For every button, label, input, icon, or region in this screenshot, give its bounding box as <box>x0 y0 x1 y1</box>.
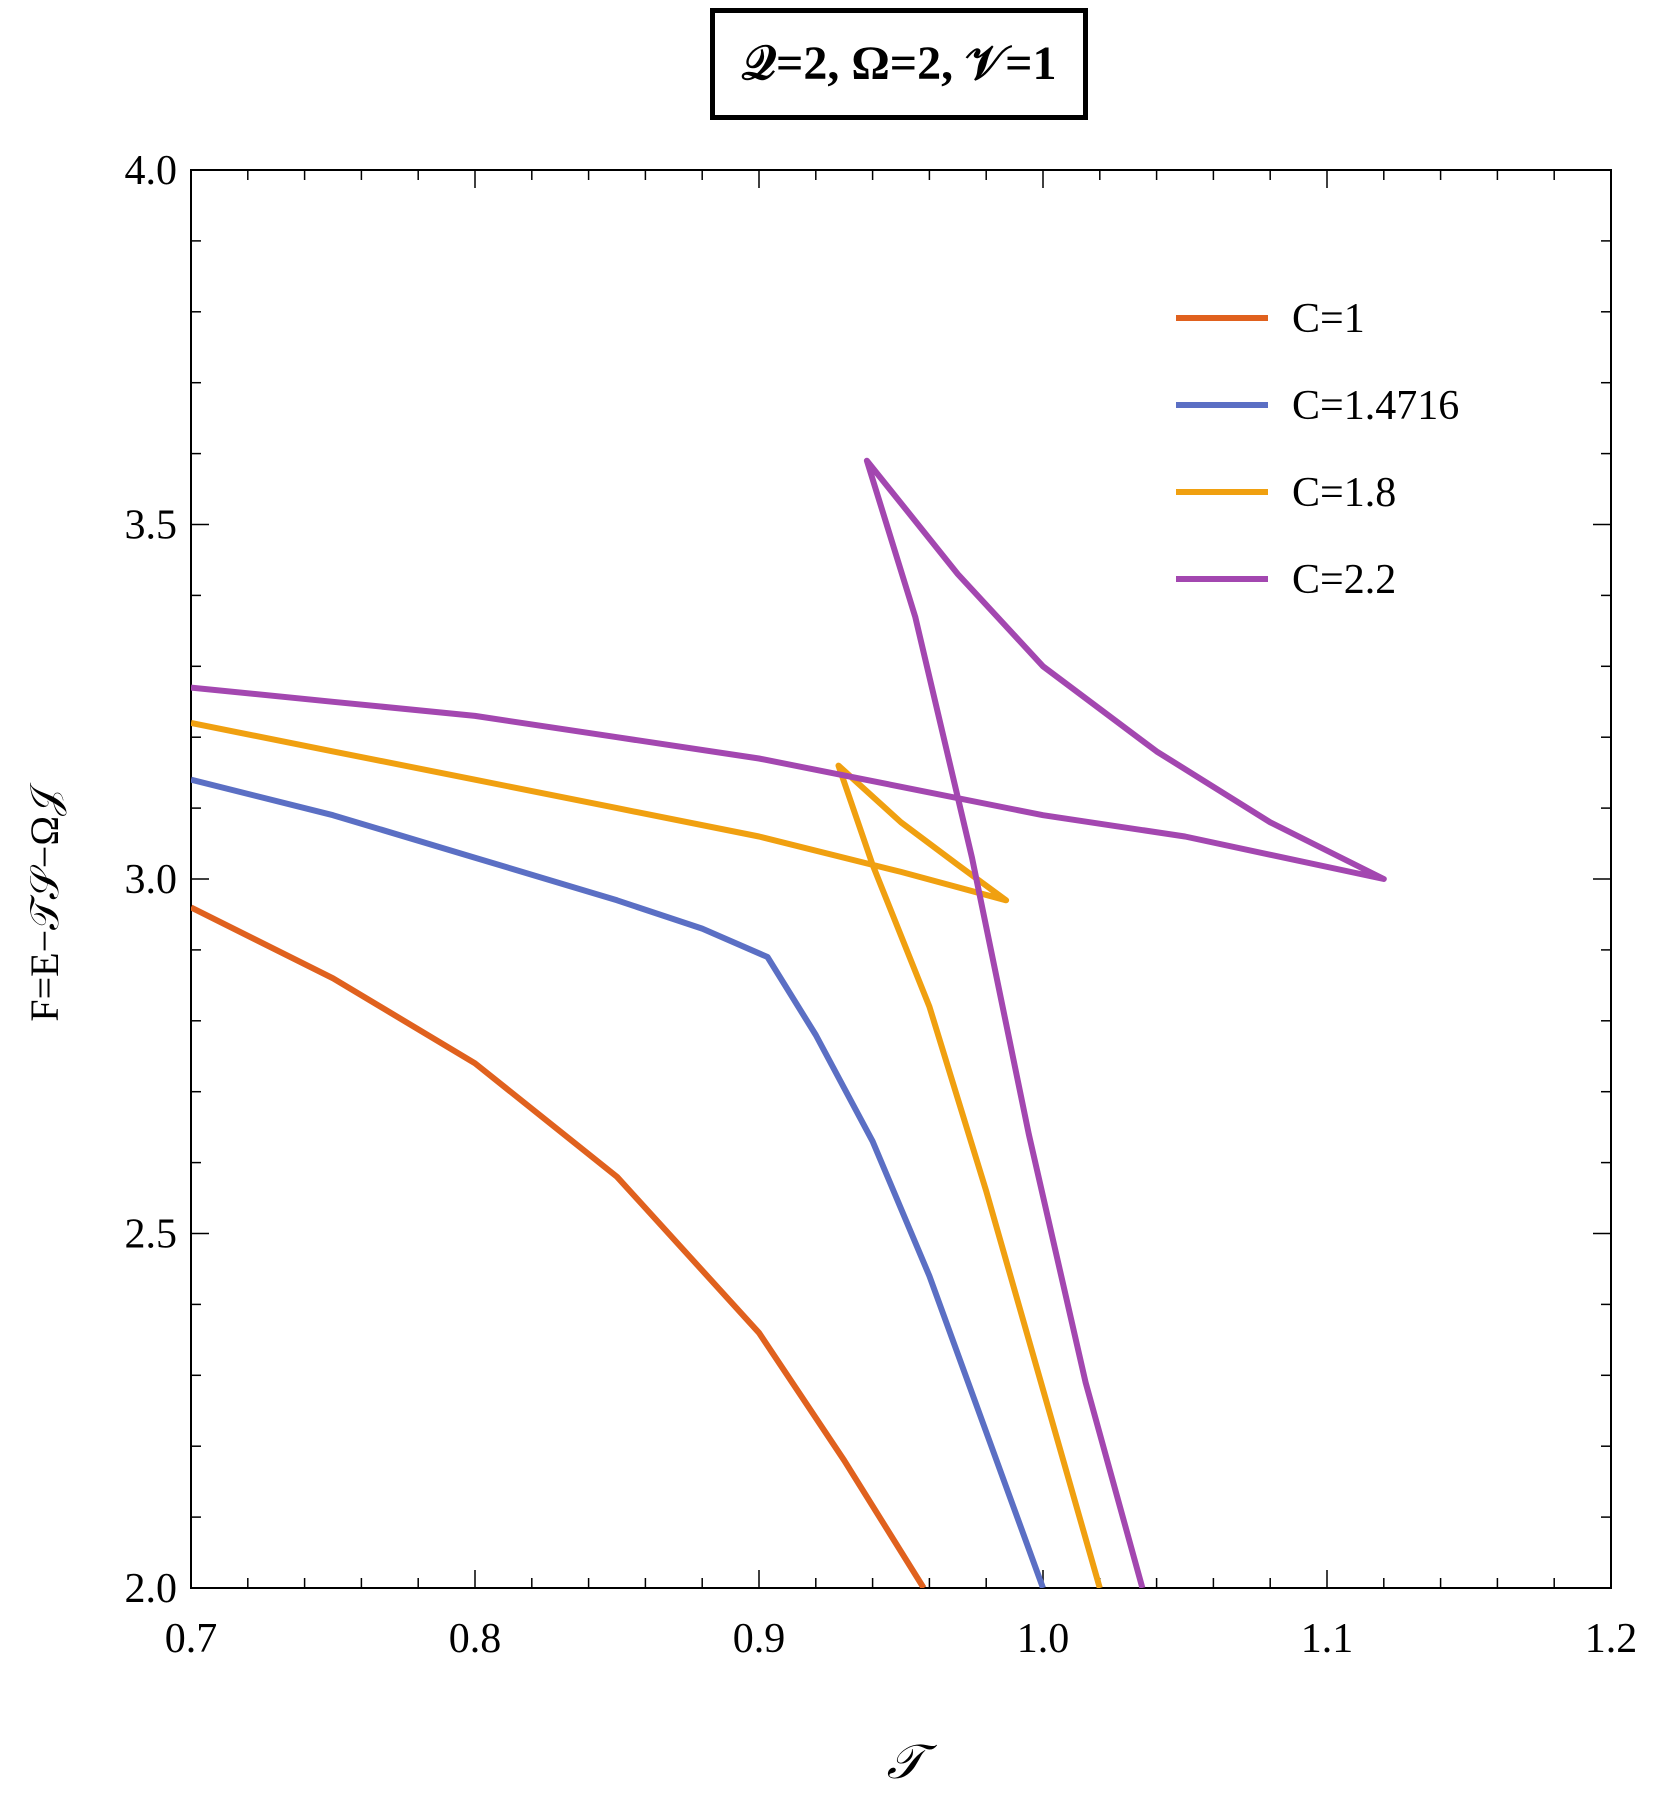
y-tick-label: 3.0 <box>125 857 178 903</box>
x-tick-label: 1.2 <box>1585 1616 1638 1662</box>
x-tick-label: 1.1 <box>1301 1616 1354 1662</box>
legend-label-2: C=1.4716 <box>1292 383 1459 429</box>
y-tick-label: 4.0 <box>125 148 178 194</box>
chart-title-box: 𝒬=2, Ω=2, 𝒱=1 <box>710 8 1088 120</box>
series-line-4 <box>191 457 1387 1588</box>
chart-title: 𝒬=2, Ω=2, 𝒱=1 <box>741 37 1057 90</box>
legend-label-3: C=1.8 <box>1292 470 1396 516</box>
x-tick-label: 0.7 <box>165 1616 218 1662</box>
tick-labels: 0.7 0.8 0.9 1.0 1.1 1.2 2.0 2.5 3.0 3.5 4.0 <box>125 148 1638 1662</box>
legend-label-4: C=2.2 <box>1292 557 1396 603</box>
series-line-1 <box>191 904 927 1588</box>
x-axis-label: 𝒯 <box>887 1736 938 1789</box>
axis-ticks <box>190 169 1612 1589</box>
legend-label-1: C=1 <box>1292 296 1365 342</box>
y-axis-label: F=E−𝒯𝒮−Ω𝒥 <box>22 782 67 1022</box>
y-tick-label: 2.5 <box>125 1212 178 1258</box>
series-line-3 <box>191 720 1103 1588</box>
x-tick-label: 0.8 <box>449 1616 502 1662</box>
series-line-2 <box>191 776 1046 1588</box>
y-tick-label: 2.0 <box>125 1566 178 1612</box>
legend: C=1 C=1.4716 C=1.8 C=2.2 <box>1176 296 1459 603</box>
y-tick-label: 3.5 <box>125 503 178 549</box>
x-tick-label: 0.9 <box>733 1616 786 1662</box>
x-tick-label: 1.0 <box>1017 1616 1070 1662</box>
series-lines <box>191 457 1387 1588</box>
